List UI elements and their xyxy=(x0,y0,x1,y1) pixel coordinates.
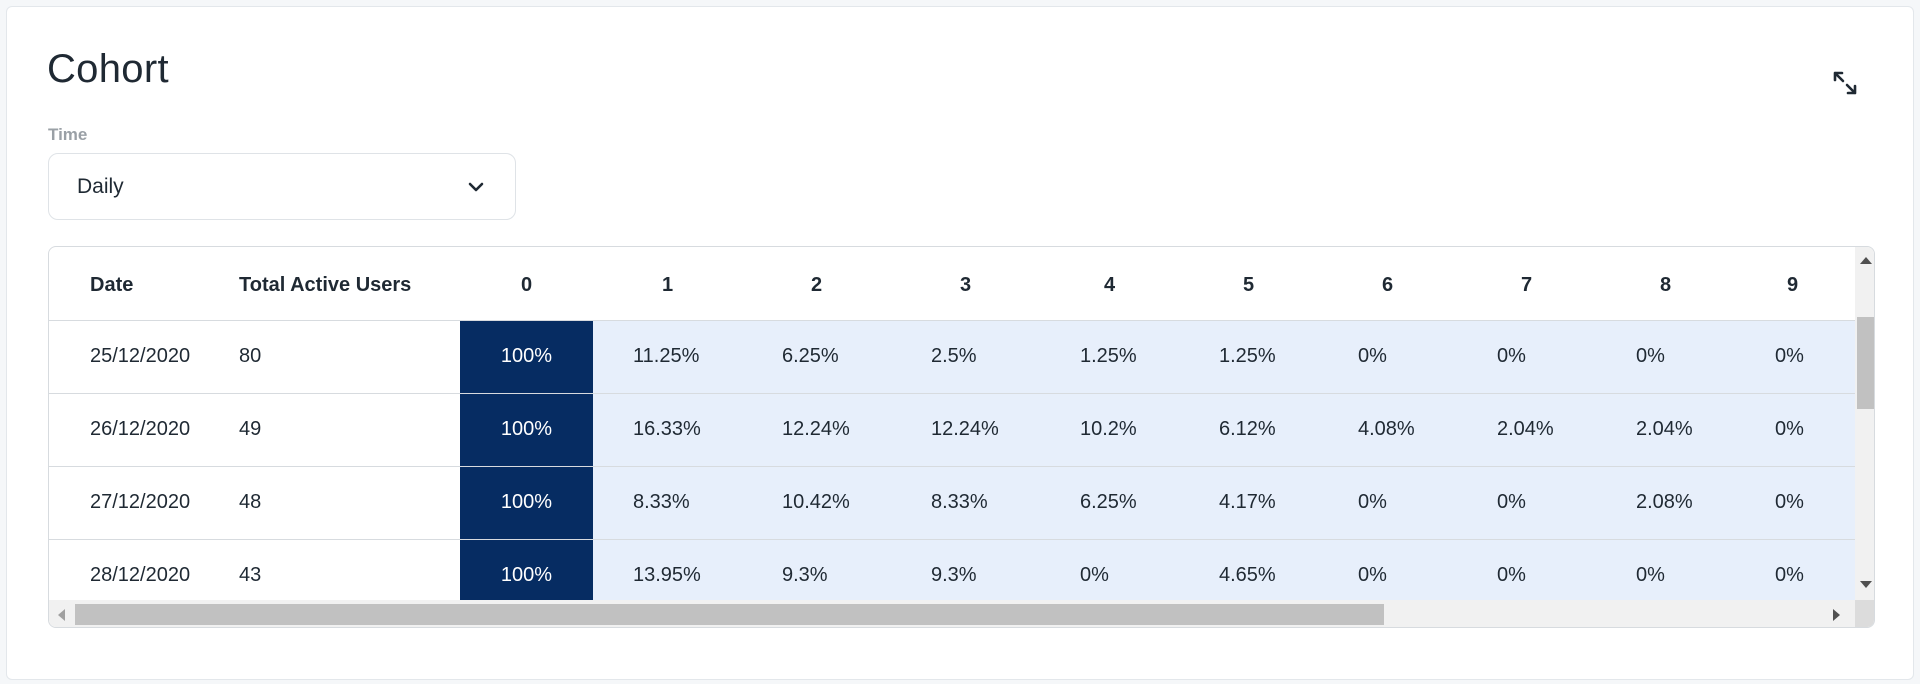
retention-cell: 0% xyxy=(1457,319,1596,393)
retention-cell: 6.25% xyxy=(1040,465,1179,539)
retention-cell: 100% xyxy=(460,319,593,393)
retention-cell: 9.3% xyxy=(891,538,1040,600)
retention-cell: 16.33% xyxy=(593,392,742,466)
column-header[interactable]: 0 xyxy=(520,273,533,296)
retention-cell: 6.25% xyxy=(742,319,891,393)
column-header[interactable]: 6 xyxy=(1381,273,1394,296)
column-header[interactable]: Total Active Users xyxy=(239,273,412,296)
retention-cell: 0% xyxy=(1735,392,1855,466)
date-cell: 27/12/2020 xyxy=(49,465,239,539)
retention-cell: 0% xyxy=(1735,465,1855,539)
cohort-table-container: Date Total Active Users 0 1 2 3 4 5 6 7 … xyxy=(48,246,1875,628)
total-users-cell: 43 xyxy=(239,538,460,600)
cohort-table: Date Total Active Users 0 1 2 3 4 5 6 7 … xyxy=(49,247,1855,600)
retention-cell: 10.42% xyxy=(742,465,891,539)
vertical-scrollbar[interactable] xyxy=(1855,247,1874,600)
retention-cell: 12.24% xyxy=(891,392,1040,466)
retention-cell: 12.24% xyxy=(742,392,891,466)
scroll-down-arrow-icon[interactable] xyxy=(1860,581,1872,588)
retention-cell: 8.33% xyxy=(593,465,742,539)
total-users-cell: 49 xyxy=(239,392,460,466)
column-header[interactable]: 9 xyxy=(1787,273,1799,296)
vertical-scrollbar-thumb[interactable] xyxy=(1857,317,1874,409)
retention-cell: 11.25% xyxy=(593,319,742,393)
retention-cell: 4.65% xyxy=(1179,538,1318,600)
time-select-value: Daily xyxy=(77,174,124,198)
date-cell: 28/12/2020 xyxy=(49,538,239,600)
column-header[interactable]: 2 xyxy=(810,273,823,296)
column-header[interactable]: 5 xyxy=(1242,273,1255,296)
retention-cell: 0% xyxy=(1318,319,1457,393)
retention-cell: 0% xyxy=(1040,538,1179,600)
date-cell: 26/12/2020 xyxy=(49,392,239,466)
retention-cell: 2.5% xyxy=(891,319,1040,393)
scroll-up-arrow-icon[interactable] xyxy=(1860,257,1872,264)
retention-cell: 0% xyxy=(1457,538,1596,600)
expand-button[interactable] xyxy=(1829,67,1861,99)
total-users-cell: 80 xyxy=(239,319,460,393)
chevron-down-icon xyxy=(465,176,487,198)
retention-cell: 1.25% xyxy=(1040,319,1179,393)
time-filter-label: Time xyxy=(48,125,88,144)
column-header[interactable]: 7 xyxy=(1520,273,1533,296)
retention-cell: 13.95% xyxy=(593,538,742,600)
expand-arrows-icon xyxy=(1833,71,1857,95)
date-cell: 25/12/2020 xyxy=(49,319,239,393)
scroll-left-arrow-icon[interactable] xyxy=(58,609,65,621)
table-header-row: Date Total Active Users 0 1 2 3 4 5 6 7 … xyxy=(49,247,1855,320)
table-row: 25/12/2020 80 100% 11.25% 6.25% 2.5% 1.2… xyxy=(49,319,1855,393)
retention-cell: 0% xyxy=(1457,465,1596,539)
total-users-cell: 48 xyxy=(239,465,460,539)
table-row: 26/12/2020 49 100% 16.33% 12.24% 12.24% … xyxy=(49,392,1855,466)
cohort-card: Cohort Time Daily Date xyxy=(6,6,1914,680)
retention-cell: 0% xyxy=(1318,465,1457,539)
retention-cell: 2.08% xyxy=(1596,465,1735,539)
column-header[interactable]: Date xyxy=(90,273,134,296)
retention-cell: 100% xyxy=(460,538,593,600)
retention-cell: 4.08% xyxy=(1318,392,1457,466)
retention-cell: 2.04% xyxy=(1457,392,1596,466)
horizontal-scrollbar[interactable] xyxy=(49,600,1855,627)
retention-cell: 100% xyxy=(460,465,593,539)
scroll-right-arrow-icon[interactable] xyxy=(1833,609,1840,621)
horizontal-scrollbar-thumb[interactable] xyxy=(75,604,1384,625)
page-title: Cohort xyxy=(47,47,169,91)
time-select[interactable]: Daily xyxy=(48,153,516,220)
retention-cell: 8.33% xyxy=(891,465,1040,539)
retention-cell: 0% xyxy=(1596,538,1735,600)
retention-cell: 2.04% xyxy=(1596,392,1735,466)
retention-cell: 0% xyxy=(1596,319,1735,393)
retention-cell: 9.3% xyxy=(742,538,891,600)
retention-cell: 0% xyxy=(1318,538,1457,600)
column-header[interactable]: 8 xyxy=(1659,273,1672,296)
retention-cell: 10.2% xyxy=(1040,392,1179,466)
retention-cell: 6.12% xyxy=(1179,392,1318,466)
retention-cell: 0% xyxy=(1735,319,1855,393)
cohort-table-viewport: Date Total Active Users 0 1 2 3 4 5 6 7 … xyxy=(49,247,1855,600)
table-row: 27/12/2020 48 100% 8.33% 10.42% 8.33% 6.… xyxy=(49,465,1855,539)
column-header[interactable]: 1 xyxy=(661,273,674,296)
column-header[interactable]: 4 xyxy=(1103,273,1116,296)
retention-cell: 4.17% xyxy=(1179,465,1318,539)
retention-cell: 0% xyxy=(1735,538,1855,600)
table-row: 28/12/2020 43 100% 13.95% 9.3% 9.3% 0% 4… xyxy=(49,538,1855,600)
retention-cell: 100% xyxy=(460,392,593,466)
column-header[interactable]: 3 xyxy=(959,273,972,296)
retention-cell: 1.25% xyxy=(1179,319,1318,393)
scrollbar-corner xyxy=(1855,600,1874,627)
